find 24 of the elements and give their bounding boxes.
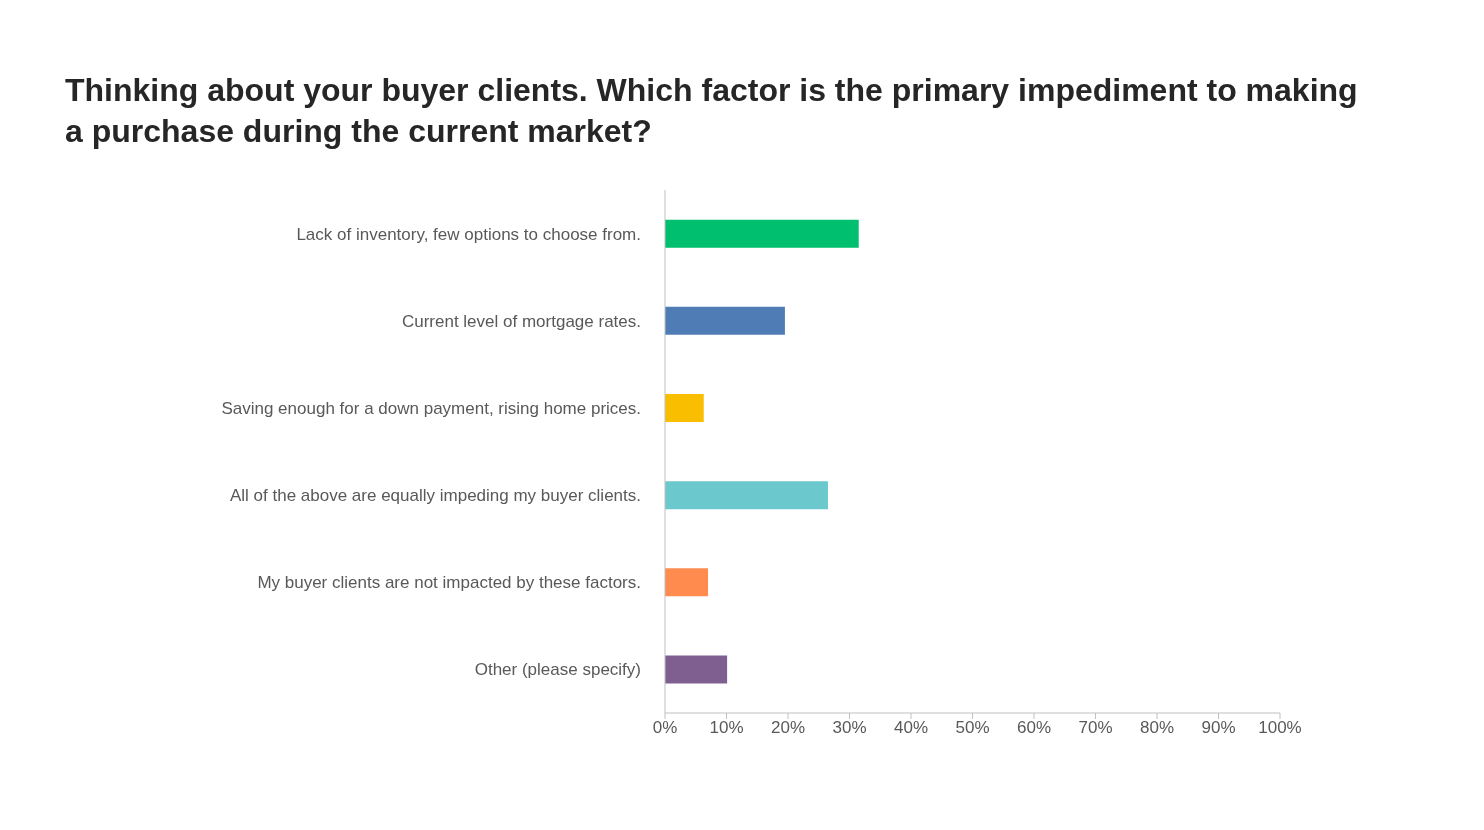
x-tick-label: 80% [1139,718,1175,738]
x-tick-label: 20% [770,718,806,738]
y-tick-label: Lack of inventory, few options to choose from. [296,224,641,244]
y-tick-label: All of the above are equally impeding my buyer clients. [229,486,641,506]
x-tick-label: 70% [1078,718,1113,738]
x-tick-label: 90% [1201,718,1236,738]
x-tick-label: 50% [955,718,990,738]
x-tick-label: 10% [709,718,744,738]
chart-title: Thinking about your buyer clients. Which factor is the primary impediment to making a purchase during the current market? [65,71,1359,151]
x-tick-label: 30% [832,718,867,738]
bar [665,481,828,510]
y-tick-label: Other (please specify) [474,660,641,680]
x-tick-label: 40% [893,718,929,738]
y-tick-label: My buyer clients are not impacted by these factors. [257,573,641,593]
bar [665,306,785,335]
x-tick-label: 60% [1016,718,1052,738]
x-tick-label: 0% [652,718,678,738]
y-tick-label: Current level of mortgage rates. [401,311,641,331]
bar [665,655,728,684]
bar [665,219,859,248]
y-tick-label: Saving enough for a down payment, rising home prices. [221,398,641,418]
bar [665,568,709,597]
x-tick-label: 100% [1258,718,1302,738]
bar [665,393,704,422]
